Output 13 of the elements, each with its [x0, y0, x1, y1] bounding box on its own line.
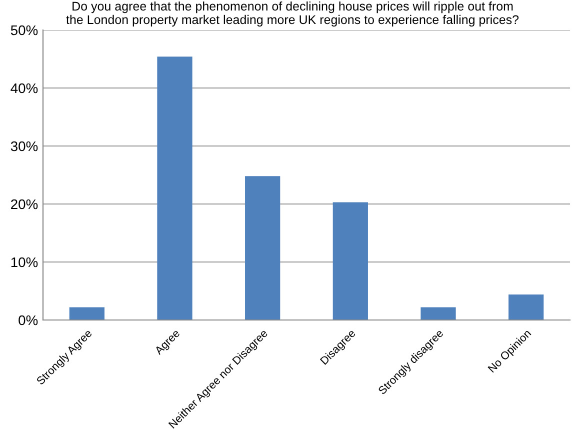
y-tick-label: 30% [10, 141, 38, 152]
chart-title: Do you agree that the phenomenon of declining house prices will ripple out from the London property market leading more UK regions to experience falling prices? [66, 1, 519, 27]
y-tick-label: 10% [11, 257, 38, 268]
y-tick-label: 50% [10, 25, 38, 36]
bar [508, 294, 544, 320]
bar [332, 202, 368, 320]
y-tick-label: 40% [10, 83, 38, 94]
bar [69, 307, 104, 320]
y-tick-label: 20% [11, 199, 38, 210]
bar [420, 307, 456, 320]
bar [245, 176, 280, 320]
y-tick-label: 0% [18, 315, 38, 326]
bar [157, 56, 192, 320]
